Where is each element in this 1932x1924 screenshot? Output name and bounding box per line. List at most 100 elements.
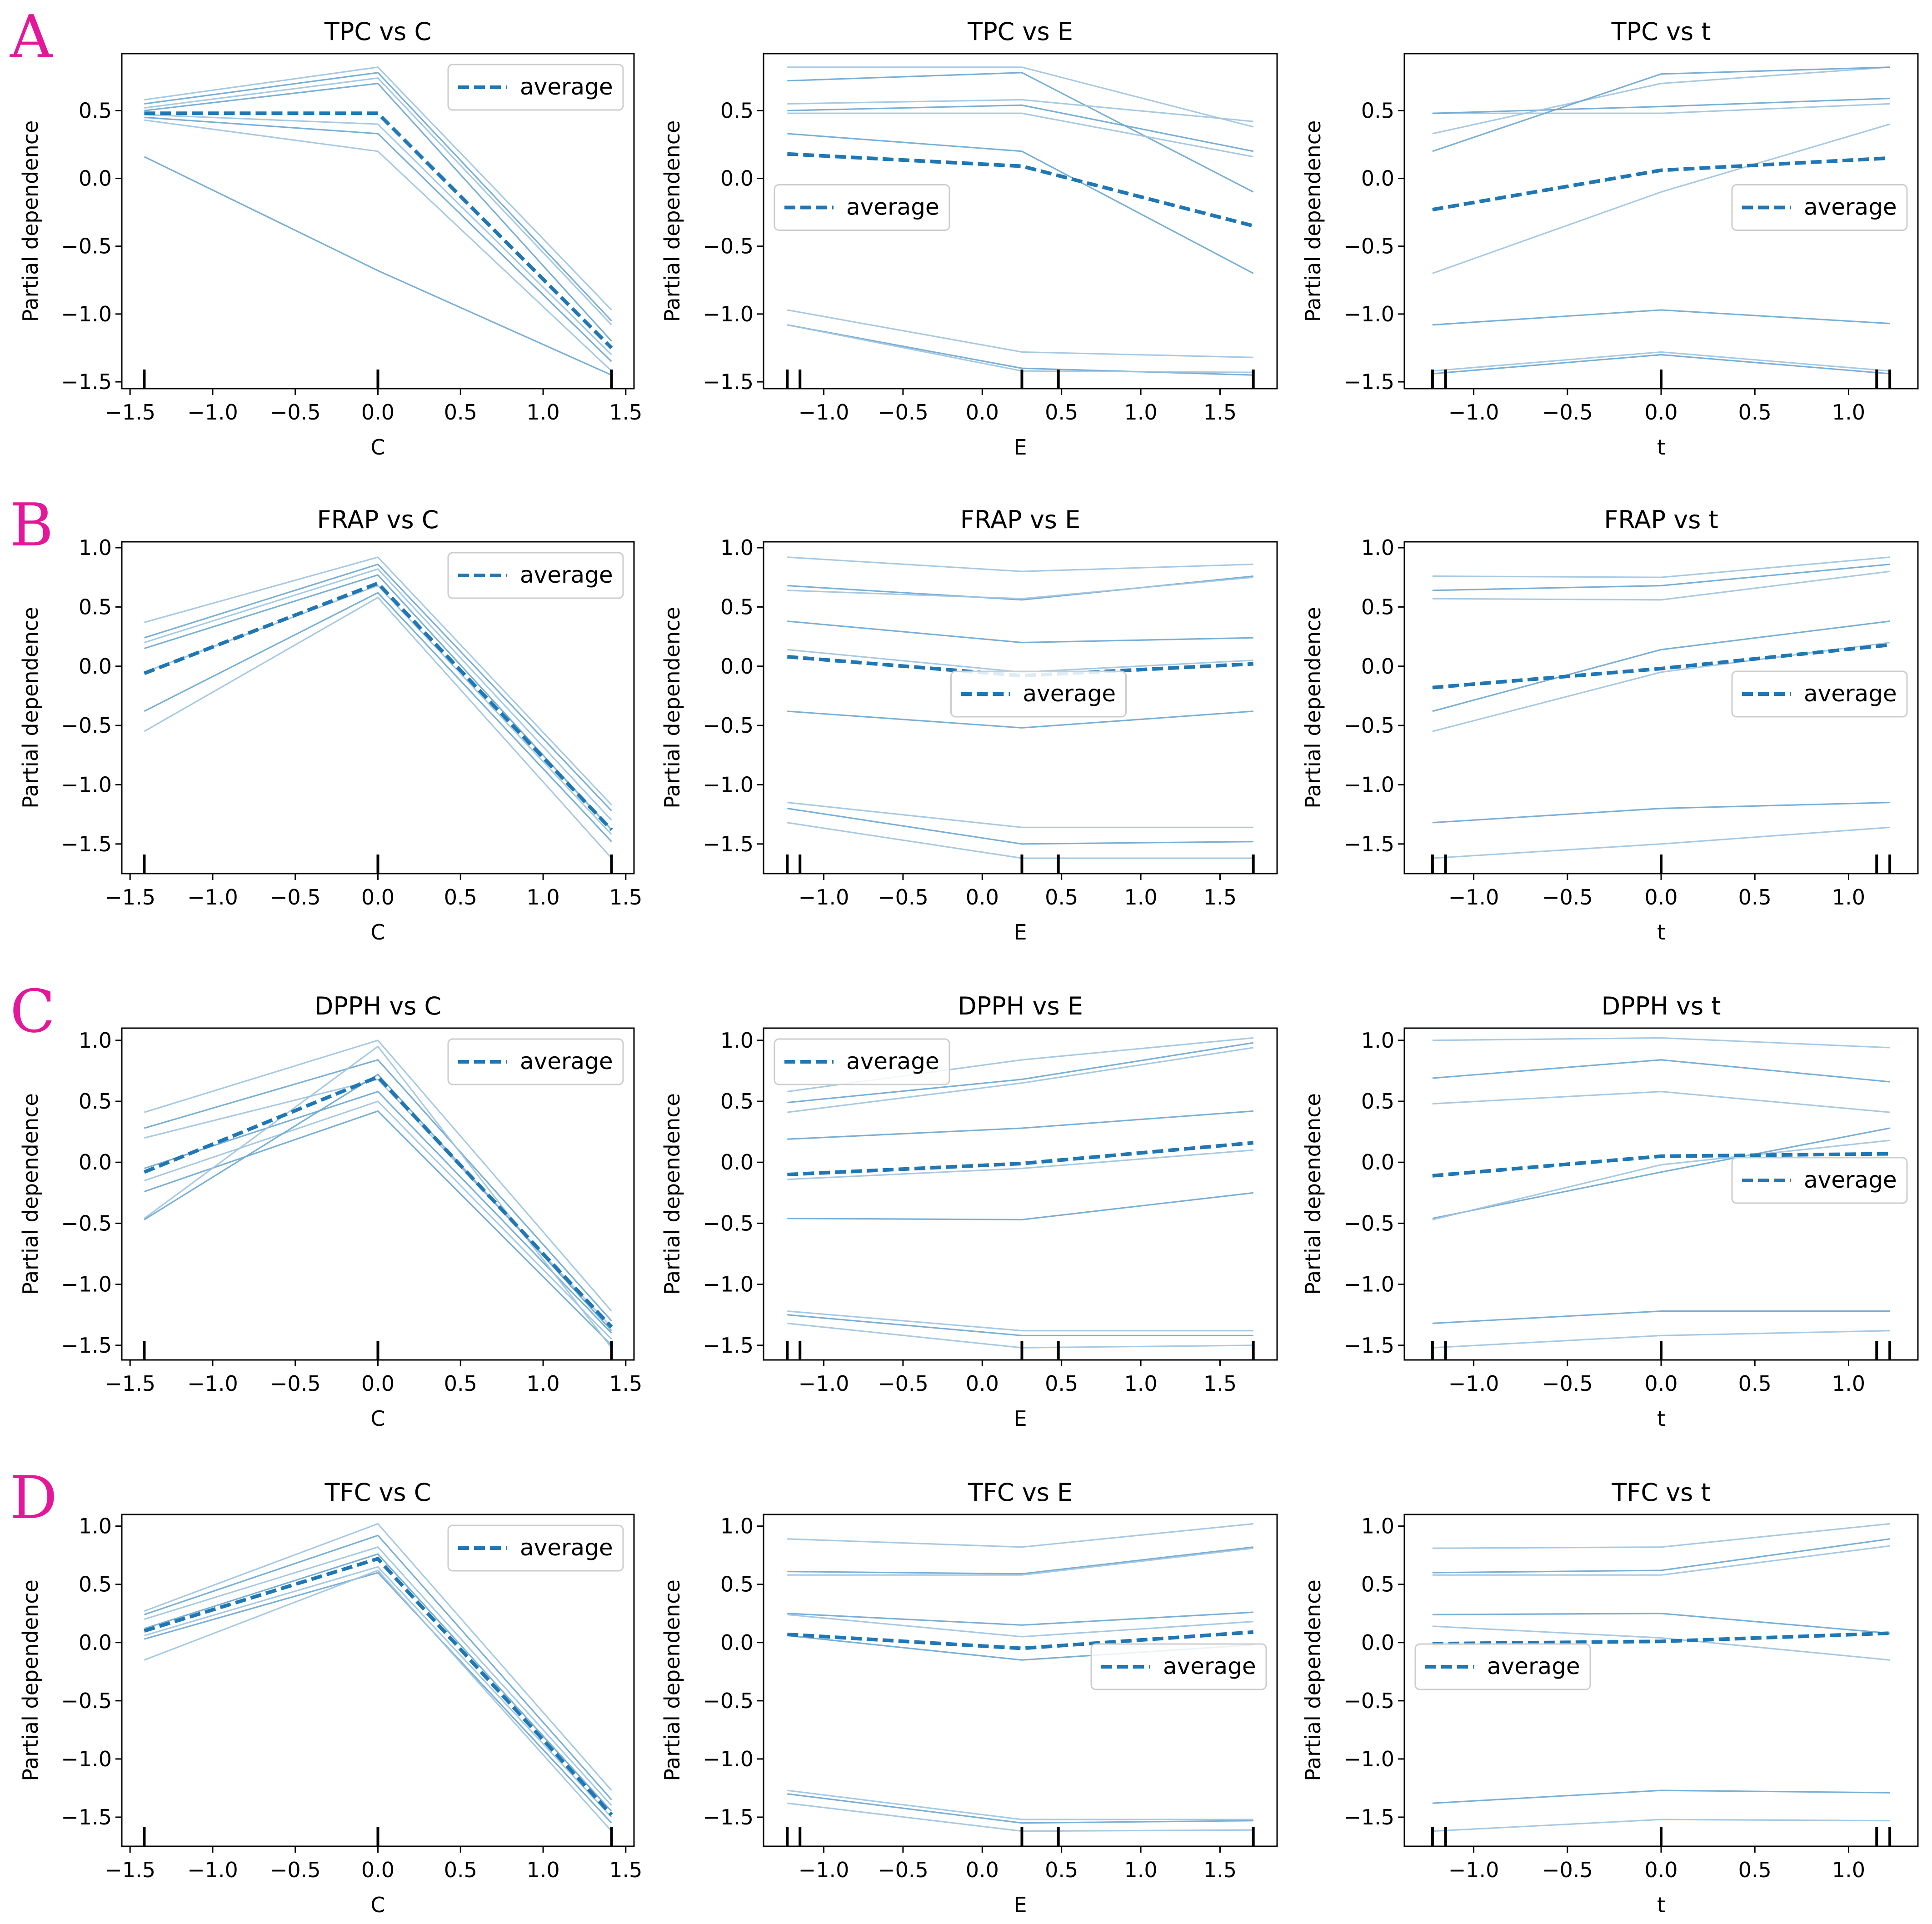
- x-axis-label: C: [370, 1406, 385, 1431]
- ice-line: [787, 1614, 1253, 1638]
- chart-title: TFC vs E: [968, 1478, 1073, 1507]
- legend-label: average: [1804, 680, 1897, 707]
- y-axis-label: Partial dependence: [18, 1579, 43, 1781]
- chart-title: TPC vs t: [1611, 17, 1711, 46]
- x-tick-label: 0.5: [1738, 400, 1772, 425]
- y-axis-label: Partial dependence: [18, 120, 43, 322]
- legend: average: [950, 670, 1127, 718]
- ice-line: [787, 1149, 1253, 1180]
- ice-line: [144, 1523, 612, 1791]
- y-axis-label: Partial dependence: [18, 607, 43, 809]
- y-tick-label: −1.5: [61, 1333, 112, 1358]
- ice-line: [787, 112, 1253, 158]
- ice-line: [1432, 351, 1890, 372]
- x-axis-label: C: [370, 1893, 385, 1917]
- y-tick-label: −0.5: [703, 713, 754, 738]
- ice-line: [787, 1042, 1253, 1104]
- x-axis-label: C: [370, 920, 385, 945]
- x-tick-label: 1.5: [609, 1858, 642, 1882]
- y-tick-label: −1.0: [1343, 1272, 1394, 1297]
- chart-panel: TPC vs E E Partial dependence −1.0 −0.5 0.0 0.…: [660, 17, 1278, 460]
- ice-line: [144, 1569, 612, 1832]
- ice-line: [787, 710, 1253, 729]
- x-tick-label: −1.5: [105, 1371, 155, 1396]
- x-tick-label: 1.0: [1124, 1371, 1157, 1396]
- ice-line: [1432, 1037, 1890, 1049]
- x-tick-label: 0.0: [1644, 400, 1677, 425]
- x-tick-label: 0.0: [966, 400, 999, 425]
- chart-title: DPPH vs t: [1602, 992, 1721, 1020]
- legend-box: [1731, 1157, 1908, 1204]
- x-tick-label: 1.5: [609, 1371, 642, 1396]
- ice-line: [1432, 1090, 1890, 1113]
- x-tick-label: 1.5: [1203, 400, 1237, 425]
- x-tick-label: 0.0: [361, 400, 394, 425]
- axes-frame: [763, 1027, 1278, 1361]
- ice-line: [787, 1314, 1253, 1336]
- ice-line: [144, 1090, 612, 1334]
- average-line: [1432, 1152, 1890, 1178]
- legend-label: average: [520, 74, 613, 100]
- ice-line: [787, 576, 1253, 600]
- average-line: [143, 1074, 613, 1329]
- legend: average: [447, 1038, 624, 1085]
- x-tick-label: 1.0: [526, 1858, 559, 1882]
- ice-line: [787, 309, 1253, 358]
- legend-box: [1731, 670, 1908, 718]
- ice-line: [787, 801, 1253, 828]
- ice-line: [144, 119, 612, 372]
- y-tick-label: −0.5: [1343, 234, 1394, 259]
- x-tick-label: −0.5: [1542, 1371, 1593, 1396]
- x-tick-label: −1.0: [187, 1371, 238, 1396]
- ice-line: [787, 1192, 1253, 1220]
- x-tick-label: −1.0: [799, 400, 849, 425]
- x-tick-label: 1.5: [609, 885, 642, 910]
- chart-title: FRAP vs t: [1604, 505, 1718, 534]
- y-tick-label: 0.0: [1361, 1150, 1394, 1174]
- x-tick-label: −0.5: [270, 885, 321, 910]
- ice-line: [144, 1045, 612, 1349]
- y-tick-label: −1.5: [61, 1805, 112, 1829]
- x-axis-label: t: [1657, 435, 1665, 460]
- y-tick-label: −1.0: [61, 1747, 112, 1771]
- legend-box: [447, 1038, 624, 1085]
- ice-line: [144, 1553, 612, 1812]
- ice-line: [1432, 1613, 1890, 1634]
- x-tick-label: 0.0: [966, 885, 999, 910]
- ice-line: [787, 1110, 1253, 1140]
- x-tick-label: 0.5: [1738, 1858, 1772, 1882]
- ice-line: [144, 77, 612, 325]
- x-tick-label: 0.5: [1738, 885, 1772, 910]
- x-tick-label: 1.0: [1832, 400, 1865, 425]
- ice-line: [144, 1100, 612, 1340]
- x-tick-label: −0.5: [878, 1858, 929, 1882]
- y-tick-label: −0.5: [1343, 1689, 1394, 1713]
- legend: average: [774, 1038, 950, 1085]
- row-label-a: A: [10, 2, 54, 71]
- x-tick-label: 0.0: [966, 1858, 999, 1882]
- plot-area: [144, 1523, 613, 1832]
- y-tick-label: −1.5: [1343, 832, 1394, 856]
- y-tick-label: 1.0: [720, 1028, 754, 1053]
- y-tick-label: −0.5: [703, 234, 754, 259]
- y-tick-label: 1.0: [79, 1514, 112, 1539]
- chart-panel: TPC vs t t Partial dependence −1.0 −0.5 0.0 0.…: [1301, 17, 1919, 460]
- ice-line: [144, 82, 612, 342]
- ice-line: [144, 1110, 612, 1346]
- plot-area: [1432, 556, 1890, 859]
- ice-line: [144, 585, 612, 835]
- x-tick-label: −1.0: [1448, 1858, 1499, 1882]
- chart-panel: DPPH vs C C Partial dependence −1.5 −1.0 −0.5…: [18, 992, 642, 1431]
- ice-line: [1432, 66, 1890, 135]
- legend-label: average: [846, 194, 939, 220]
- x-tick-label: −1.0: [1448, 885, 1499, 910]
- x-tick-label: −1.0: [187, 400, 238, 425]
- x-axis-label: t: [1657, 920, 1665, 945]
- x-tick-label: 0.5: [1045, 885, 1078, 910]
- ice-line: [1432, 1329, 1890, 1349]
- x-tick-label: −0.5: [270, 1371, 321, 1396]
- legend-label: average: [1804, 1167, 1897, 1193]
- ice-line: [787, 1802, 1253, 1832]
- chart-panels: TPC vs C C Partial dependence −1.5 −1.0 −0.5 0…: [18, 17, 1919, 1917]
- ice-line: [144, 563, 612, 811]
